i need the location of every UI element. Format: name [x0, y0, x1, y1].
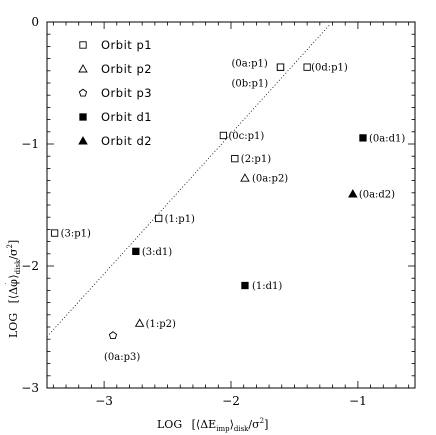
data-point: (1:d1) [241, 281, 282, 292]
data-point: (3:d1) [132, 247, 172, 258]
point-label: (0a:d1) [369, 133, 405, 144]
data-point: (0a:p2) [240, 173, 288, 185]
legend-label: Orbit d2 [101, 134, 152, 148]
filled-square-marker [241, 281, 249, 290]
open-square-marker [231, 154, 239, 163]
series-orbit-p2: (0a:p2) (1:p2) [134, 173, 288, 330]
point-label: (0a:d2) [359, 190, 395, 201]
point-label: (0a:p2) [252, 174, 288, 185]
legend-label: Orbit d1 [101, 110, 152, 124]
open-square-marker [303, 63, 311, 71]
data-point: (0a:d2) [348, 189, 395, 201]
data-point: (0c:p1) [219, 131, 264, 142]
legend-item: Orbit d2 [78, 134, 152, 148]
open-pentagon-marker [78, 88, 88, 97]
data-point: (2:p1) [231, 154, 271, 165]
point-label: (0c:p1) [228, 131, 264, 142]
svg-text:LOG [⟨Δφ˙⟩disk/σ2]: LOG [⟨Δφ˙⟩disk/σ2] [5, 240, 22, 338]
point-label: (2:p1) [241, 154, 271, 165]
filled-triangle-marker [78, 136, 88, 145]
data-points: (0a:p1) (0b:p1) (0d:p1) (0c:p1) (2:p1) (1:p1)… [50, 59, 405, 363]
x-axis-label: LOG [⟨ΔEimp⟩disk/σ2] [157, 417, 268, 433]
data-point: (1:p2) [134, 318, 176, 330]
data-point: (1:p1) [155, 214, 195, 225]
open-square-marker [276, 63, 285, 71]
filled-square-marker [132, 247, 140, 256]
x-tick-label: −2 [222, 394, 240, 408]
point-label: (0b:p1) [231, 79, 268, 90]
point-label: (0a:p3) [104, 352, 140, 363]
plot-frame [46, 21, 416, 389]
svg-text:LOG [⟨ΔEimp⟩disk/σ2]: LOG [⟨ΔEimp⟩disk/σ2] [157, 417, 268, 433]
point-label: (0d:p1) [311, 63, 348, 74]
y-tick-label: −3 [21, 381, 39, 395]
legend-item: Orbit p2 [78, 62, 152, 76]
filled-square-marker [79, 113, 87, 121]
data-point: (0a:p3) [104, 331, 140, 363]
open-square-marker [79, 41, 87, 49]
legend-item: Orbit p3 [78, 86, 152, 100]
legend-label: Orbit p3 [101, 86, 152, 100]
x-tick-label: −1 [349, 394, 367, 408]
legend-item: Orbit p1 [79, 38, 152, 52]
y-tick-label: −1 [21, 137, 39, 151]
data-point: (0a:p1) [231, 59, 285, 71]
legend: Orbit p1 Orbit p2 Orbit p3 Orbit d1 Orbit d2 [78, 38, 152, 148]
data-point: (0a:d1) [359, 133, 405, 144]
data-point: (3:p1) [50, 229, 91, 240]
open-triangle-marker [134, 318, 145, 327]
legend-label: Orbit p1 [101, 38, 152, 52]
open-square-marker [50, 229, 59, 237]
point-label: (0a:p1) [231, 59, 267, 70]
point-label: (1:d1) [252, 281, 282, 292]
legend-item: Orbit d1 [79, 110, 152, 124]
open-square-marker [155, 214, 163, 223]
data-point: (0b:p1) [231, 63, 285, 90]
open-triangle-marker [240, 173, 250, 182]
series-orbit-d1: (0a:d1) (3:d1) (1:d1) [132, 133, 405, 292]
open-pentagon-marker [108, 331, 118, 340]
filled-square-marker [359, 134, 367, 142]
filled-triangle-marker [348, 189, 358, 198]
open-triangle-marker [78, 64, 88, 73]
legend-label: Orbit p2 [101, 62, 152, 76]
point-label: (3:p1) [61, 229, 91, 240]
y-tick-label: 0 [31, 15, 39, 29]
point-label: (3:d1) [142, 247, 172, 258]
y-axis-label: LOG [⟨Δφ˙⟩disk/σ2] [5, 240, 22, 338]
y-tick-label: −2 [21, 259, 39, 273]
series-orbit-p3: (0a:p3) [104, 331, 140, 363]
series-orbit-p1: (0a:p1) (0b:p1) (0d:p1) (0c:p1) (2:p1) (1:p1)… [50, 59, 348, 240]
open-square-marker [219, 131, 228, 140]
axes: −3 −2 −1 0 −1 −2 −3 [21, 15, 416, 408]
series-orbit-d2: (0a:d2) [348, 189, 395, 201]
x-tick-label: −3 [95, 394, 113, 408]
data-point: (0d:p1) [303, 63, 348, 74]
point-label: (1:p1) [165, 214, 195, 225]
point-label: (1:p2) [146, 319, 176, 330]
